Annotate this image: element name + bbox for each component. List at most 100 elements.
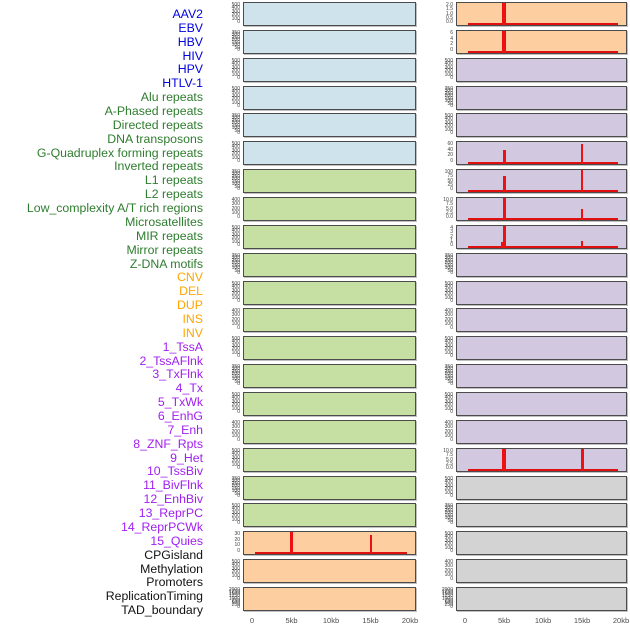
ytick-label: 200 (231, 12, 240, 19)
yticks-2-tssaflnk: 350 300 250 200 150 100 50 0 (415, 87, 455, 109)
ytick-label: 350 (231, 253, 240, 259)
ytick-label: 100 (231, 432, 240, 439)
ytick-label: 200 (231, 120, 240, 127)
yticks-hiv: 500 400 300 200 100 0 (202, 87, 242, 109)
ytick-label: 300 (231, 201, 240, 208)
ytick-label: 1.5 (446, 6, 453, 13)
yticks-l1-repeats: 500 400 300 200 100 0 (202, 337, 242, 359)
ytick-label: 300 (231, 64, 240, 71)
ytick-label: 200 (231, 176, 240, 183)
ytick-label: 100 (444, 294, 453, 301)
ytick-label: 500 (231, 599, 240, 606)
ytick-label: 300 (444, 482, 453, 489)
ytick-label: 100 (231, 265, 240, 272)
ytick-label: 10 (234, 542, 240, 549)
track-label-del: DEL (179, 284, 203, 299)
panel-dup (243, 587, 416, 611)
ytick-label: 100 (444, 571, 453, 578)
ytick-label: 300 (231, 8, 240, 15)
ytick-label: 100 (231, 42, 240, 49)
yticks-alu-repeats: 350 300 250 200 150 100 50 0 (202, 170, 242, 192)
track-label-cnv: CNV (177, 270, 203, 285)
ytick-label: 100 (444, 489, 453, 496)
ytick-label: 200 (444, 316, 453, 323)
ytick-label: 0 (237, 353, 240, 359)
ytick-label: 250 (231, 368, 240, 375)
ytick-label: 500 (444, 58, 453, 64)
yticks-4-tx: 60 40 20 0 (415, 142, 455, 164)
ytick-label: 350 (231, 169, 240, 175)
ytick-label: 2 (450, 233, 453, 240)
yticks-inverted-repeats: 400 300 200 100 0 (202, 309, 242, 331)
spike-4-tx-15kb (580, 143, 584, 164)
track-label-inv: INV (182, 325, 204, 340)
ytick-label: 300 (444, 398, 453, 405)
baseline-5-txwk (467, 190, 619, 192)
yticks-mirror-repeats: 350 300 250 200 150 100 50 0 (202, 477, 242, 499)
panel-2-tssaflnk (456, 86, 627, 110)
ytick-label: 2000 (441, 587, 453, 593)
panel-htlv-1 (243, 141, 416, 165)
ytick-label: 300 (444, 64, 453, 71)
baseline-15-quies (467, 469, 619, 471)
yticks-del: 500 400 300 200 100 0 (202, 560, 242, 582)
spike-15-quies-15kb (580, 449, 584, 471)
ytick-label: 150 (231, 485, 240, 492)
ytick-label: 300 (444, 255, 453, 262)
ytick-label: 350 (444, 253, 453, 259)
ytick-label: 500 (444, 531, 453, 537)
x-axis-tick-left-5kb: 5kb (285, 615, 298, 625)
ytick-label: 250 (444, 507, 453, 514)
ytick-label: 100 (444, 169, 453, 175)
ytick-label: 1000 (441, 595, 453, 602)
ytick-label: 100 (231, 405, 240, 412)
ytick-label: 75 (447, 173, 453, 180)
ytick-label: 200 (444, 486, 453, 493)
track-label-htlv-1: HTLV-1 (162, 76, 203, 91)
ytick-label: 3 (450, 229, 453, 236)
ytick-label: 0 (450, 242, 453, 248)
yticks-htlv-1: 500 400 300 200 100 0 (202, 142, 242, 164)
panel-tad-boundary (456, 587, 627, 611)
ytick-label: 500 (231, 2, 240, 8)
yticks-mir-repeats: 500 400 300 200 100 0 (202, 449, 242, 471)
ytick-label: 20 (447, 152, 453, 159)
ytick-label: 100 (231, 154, 240, 161)
spike-cnv-5kb (289, 532, 294, 554)
yticks-1-tssa: 500 400 300 200 100 0 (415, 59, 455, 81)
yticks-microsatellites: 400 300 200 100 0 (202, 421, 242, 443)
ytick-label: 200 (231, 458, 240, 465)
ytick-label: 400 (231, 395, 240, 402)
panel-methylation (456, 503, 627, 527)
track-label-hpv: HPV (177, 62, 203, 77)
ytick-label: 0 (237, 19, 240, 25)
ytick-label: 0 (237, 604, 240, 610)
ytick-label: 500 (231, 336, 240, 342)
ytick-label: 50 (447, 267, 453, 274)
ytick-label: 0 (237, 47, 240, 53)
ytick-label: 500 (231, 559, 240, 565)
ytick-label: 400 (231, 144, 240, 151)
panel-z-dna-motifs (243, 503, 416, 527)
ytick-label: 300 (231, 478, 240, 485)
ytick-label: 400 (231, 506, 240, 513)
track-label-a-phased-repeats: A-Phased repeats (104, 104, 203, 119)
ytick-label: 500 (231, 448, 240, 454)
ytick-label: 200 (444, 291, 453, 298)
spike-6-enhg-5kb (502, 198, 506, 220)
ytick-label: 0 (450, 298, 453, 304)
track-label-mirror-repeats: Mirror repeats (126, 242, 203, 257)
ytick-label: 2000 (228, 587, 240, 593)
ytick-label: 200 (231, 235, 240, 242)
ytick-label: 50 (234, 490, 240, 497)
yticks-9-het: 500 400 300 200 100 0 (415, 282, 455, 304)
ytick-label: 150 (444, 95, 453, 102)
ytick-label: 200 (444, 402, 453, 409)
ytick-label: 300 (444, 88, 453, 95)
ytick-label: 300 (444, 563, 453, 570)
ytick-label: 100 (444, 98, 453, 105)
spike-5-txwk-15kb (580, 170, 584, 192)
ytick-label: 1250 (441, 593, 453, 600)
baseline-inv (467, 50, 619, 53)
panel-8-znf-rpts (456, 253, 627, 277)
